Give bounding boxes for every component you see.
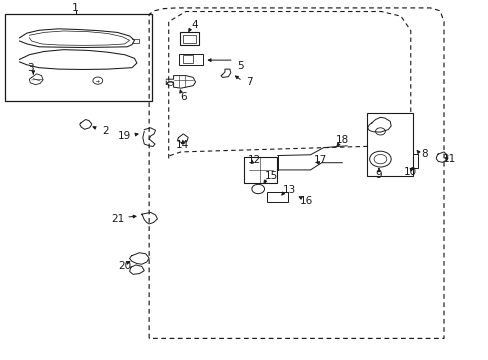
Bar — [179, 54, 203, 65]
Bar — [183, 55, 193, 63]
Text: 13: 13 — [282, 185, 295, 195]
Text: 7: 7 — [245, 77, 252, 87]
Text: 11: 11 — [442, 154, 456, 164]
Text: 14: 14 — [175, 140, 189, 150]
Text: 12: 12 — [247, 155, 261, 165]
Bar — [180, 32, 198, 45]
Text: 2: 2 — [102, 126, 108, 136]
Bar — [183, 35, 195, 43]
Bar — [412, 154, 417, 168]
Text: 17: 17 — [313, 155, 327, 165]
Text: 20: 20 — [119, 261, 131, 271]
Text: 8: 8 — [421, 149, 427, 159]
Bar — [267, 192, 287, 202]
Text: 18: 18 — [335, 135, 348, 145]
Text: 15: 15 — [264, 171, 278, 181]
Text: 9: 9 — [375, 170, 382, 180]
Bar — [243, 157, 276, 183]
Bar — [5, 14, 151, 101]
Text: 6: 6 — [180, 92, 186, 102]
Text: 3: 3 — [27, 63, 34, 73]
Text: 10: 10 — [404, 167, 416, 177]
Text: 1: 1 — [72, 3, 79, 13]
Text: 19: 19 — [118, 131, 131, 141]
Text: 5: 5 — [237, 60, 244, 71]
Bar — [366, 113, 412, 176]
Text: 4: 4 — [191, 20, 198, 30]
Text: 21: 21 — [111, 213, 124, 224]
Text: 16: 16 — [299, 196, 312, 206]
